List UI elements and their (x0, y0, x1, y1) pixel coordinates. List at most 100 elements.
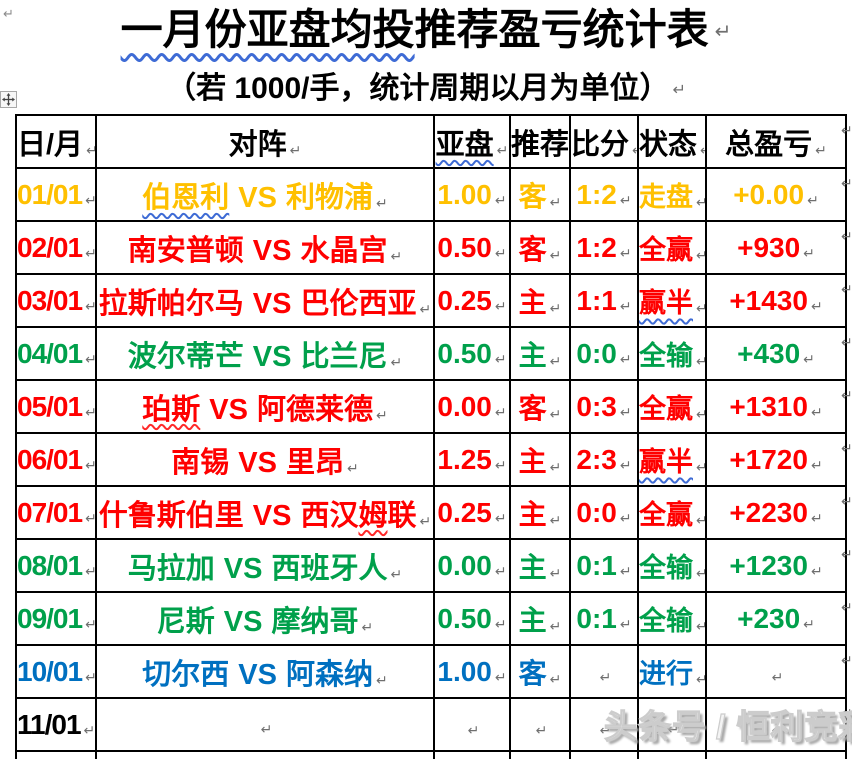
cell-date: 06/01 ↵ (15, 432, 97, 487)
cell-status: 全输↵ (637, 326, 707, 381)
end-of-cell-mark-icon: ↵ (696, 565, 704, 581)
cell-date: 04/01 ↵ (15, 326, 97, 381)
end-of-cell-mark-icon: ↵ (467, 721, 480, 738)
end-of-cell-mark-icon: ↵ (390, 565, 403, 582)
end-of-cell-mark-icon: ↵ (390, 353, 403, 370)
table-row-clipped (15, 750, 847, 759)
end-of-cell-mark-icon: ↵ (549, 458, 562, 475)
cell-score: 0:1 ↵ (569, 591, 639, 646)
end-of-cell-mark-icon: ↵ (696, 247, 704, 263)
end-of-cell-mark-icon: ↵ (289, 141, 302, 158)
end-of-cell-mark-icon: ↵ (619, 509, 632, 526)
header-status: 状态↵ (637, 114, 707, 169)
cell-status: 全输↵ (637, 591, 707, 646)
cell-pick: 主 ↵ (509, 432, 571, 487)
end-of-cell-mark-icon: ↵ (86, 142, 94, 158)
end-of-cell-mark-icon: ↵ (549, 511, 562, 528)
cell-total-pl: +230 ↵ (705, 591, 847, 646)
header-recommendation: 推荐↵ (509, 114, 571, 169)
end-of-cell-mark-icon: ↵ (803, 244, 815, 261)
cell-handicap: 1.25 ↵ (433, 432, 511, 487)
header-day-month: 日/月↵ (15, 114, 97, 169)
header-asian-handicap: 亚盘 ↵ (433, 114, 511, 169)
cell-handicap: 0.25 ↵ (433, 485, 511, 540)
end-of-cell-mark-icon: ↵ (85, 297, 96, 314)
end-of-cell-mark-icon: ↵ (85, 244, 96, 261)
table-row-1101: 11/01 ↵ ↵ ↵ ↵ ↵ ↵ ↵ (15, 697, 847, 752)
end-of-cell-mark-icon: ↵ (494, 403, 507, 420)
end-of-cell-mark-icon: ↵ (375, 406, 388, 423)
end-of-cell-mark-icon: ↵ (700, 142, 704, 158)
cell-total-pl: +930 ↵ (705, 220, 847, 275)
end-of-cell-mark-icon: ↵ (810, 456, 823, 473)
cell-status: 进行↵ (637, 644, 707, 699)
cell-handicap: 1.00 ↵ (433, 167, 511, 222)
end-of-cell-mark-icon: ↵ (696, 406, 704, 422)
end-of-cell-mark-icon: ↵ (85, 615, 96, 632)
cell-pick: 客 ↵ (509, 379, 571, 434)
end-of-cell-mark-icon: ↵ (696, 671, 704, 687)
end-of-cell-mark-icon: ↵ (599, 721, 612, 738)
cell-date: 10/01 ↵ (15, 644, 97, 699)
end-of-cell-mark-icon: ↵ (810, 562, 823, 579)
cell-handicap: ↵ (433, 697, 511, 752)
end-of-cell-mark-icon: ↵ (619, 297, 632, 314)
cell-status: 全输↵ (637, 538, 707, 593)
end-of-cell-mark-icon: ↵ (549, 299, 562, 316)
cell-total-pl: +2230 ↵ (705, 485, 847, 540)
cell-score: 0:0 ↵ (569, 326, 639, 381)
cell-pick: 主 ↵ (509, 591, 571, 646)
cell-handicap: 0.00 ↵ (433, 538, 511, 593)
end-of-cell-mark-icon: ↵ (696, 194, 704, 210)
cell-date: 01/01 ↵ (15, 167, 97, 222)
cell-status: 赢半↵ (637, 273, 707, 328)
cell-score: 0:1 ↵ (569, 538, 639, 593)
cell-total-pl: ↵ (705, 644, 847, 699)
cell-matchup: 珀斯 VS 阿德莱德 ↵ (95, 379, 435, 434)
end-of-cell-mark-icon: ↵ (696, 300, 704, 316)
paragraph-mark-icon: ↵ (3, 6, 14, 21)
end-of-cell-mark-icon: ↵ (496, 141, 509, 158)
end-of-cell-mark-icon: ↵ (810, 297, 823, 314)
end-of-cell-mark-icon: ↵ (549, 405, 562, 422)
end-of-cell-mark-icon: ↵ (85, 456, 96, 473)
cell-total-pl: +0.00 ↵ (705, 167, 847, 222)
end-of-cell-mark-icon: ↵ (803, 615, 815, 632)
end-of-cell-mark-icon: ↵ (696, 459, 704, 475)
cell-date: 05/01 ↵ (15, 379, 97, 434)
end-of-cell-mark-icon: ↵ (494, 562, 507, 579)
end-of-cell-mark-icon: ↵ (390, 247, 403, 264)
cell-status: 全赢↵ (637, 220, 707, 275)
cell-date: 09/01 ↵ (15, 591, 97, 646)
cell-status: 走盘↵ (637, 167, 707, 222)
end-of-cell-mark-icon: ↵ (85, 509, 96, 526)
four-way-arrow-icon (2, 93, 15, 106)
cell-handicap: 1.00 ↵ (433, 644, 511, 699)
end-of-cell-mark-icon: ↵ (549, 352, 562, 369)
end-of-cell-mark-icon: ↵ (361, 618, 374, 635)
end-of-cell-mark-icon: ↵ (619, 403, 632, 420)
end-of-cell-mark-icon: ↵ (599, 668, 612, 685)
cell-handicap: 0.00 ↵ (433, 379, 511, 434)
cell-score: ↵ (569, 644, 639, 699)
end-of-cell-mark-icon: ↵ (83, 721, 96, 738)
end-of-cell-mark-icon: ↵ (494, 244, 507, 261)
table-move-handle-icon[interactable] (0, 91, 17, 108)
cell-score: ↵ (569, 697, 639, 752)
cell-status: 赢半↵ (637, 432, 707, 487)
cell-score: 1:1 ↵ (569, 273, 639, 328)
cell-date: 02/01 ↵ (15, 220, 97, 275)
cell-pick: 主 ↵ (509, 273, 571, 328)
end-of-cell-mark-icon: ↵ (85, 668, 96, 685)
cell-handicap: 0.25 ↵ (433, 273, 511, 328)
paragraph-mark-icon: ↵ (672, 82, 686, 100)
end-of-cell-mark-icon: ↵ (619, 244, 632, 261)
